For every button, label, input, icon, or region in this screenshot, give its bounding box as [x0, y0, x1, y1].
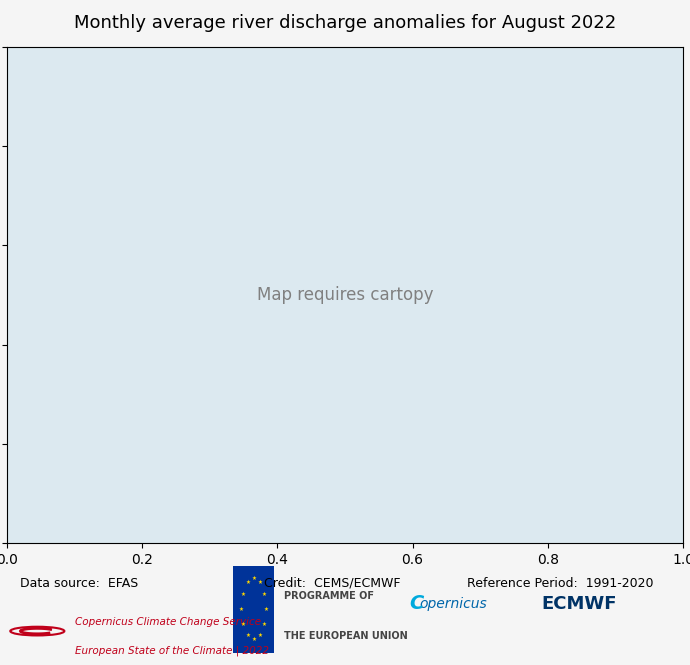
Text: European State of the Climate | 2022: European State of the Climate | 2022 [75, 645, 268, 656]
Text: THE EUROPEAN UNION: THE EUROPEAN UNION [284, 631, 408, 641]
Text: ECMWF: ECMWF [541, 595, 617, 613]
Text: ★: ★ [241, 622, 246, 627]
Text: Map requires cartopy: Map requires cartopy [257, 286, 433, 304]
Text: ★: ★ [241, 592, 246, 597]
Text: ★: ★ [251, 577, 256, 581]
Text: ★: ★ [264, 606, 268, 612]
Text: ★: ★ [262, 622, 267, 627]
Text: ★: ★ [245, 633, 250, 638]
Text: ★: ★ [245, 581, 250, 585]
Text: C: C [409, 595, 424, 613]
Text: PROGRAMME OF: PROGRAMME OF [284, 591, 374, 600]
Text: Monthly average river discharge anomalies for August 2022: Monthly average river discharge anomalie… [74, 14, 616, 33]
FancyBboxPatch shape [233, 566, 274, 653]
Text: Copernicus Climate Change Service: Copernicus Climate Change Service [75, 617, 261, 627]
Text: ★: ★ [262, 592, 267, 597]
Text: Credit:  CEMS/ECMWF: Credit: CEMS/ECMWF [264, 577, 400, 590]
Text: opernicus: opernicus [420, 597, 487, 611]
Text: Data source:  EFAS: Data source: EFAS [21, 577, 139, 590]
Text: ★: ★ [251, 637, 256, 642]
Text: ★: ★ [257, 633, 262, 638]
Text: ★: ★ [257, 581, 262, 585]
Text: ★: ★ [239, 606, 244, 612]
Text: Reference Period:  1991-2020: Reference Period: 1991-2020 [466, 577, 653, 590]
